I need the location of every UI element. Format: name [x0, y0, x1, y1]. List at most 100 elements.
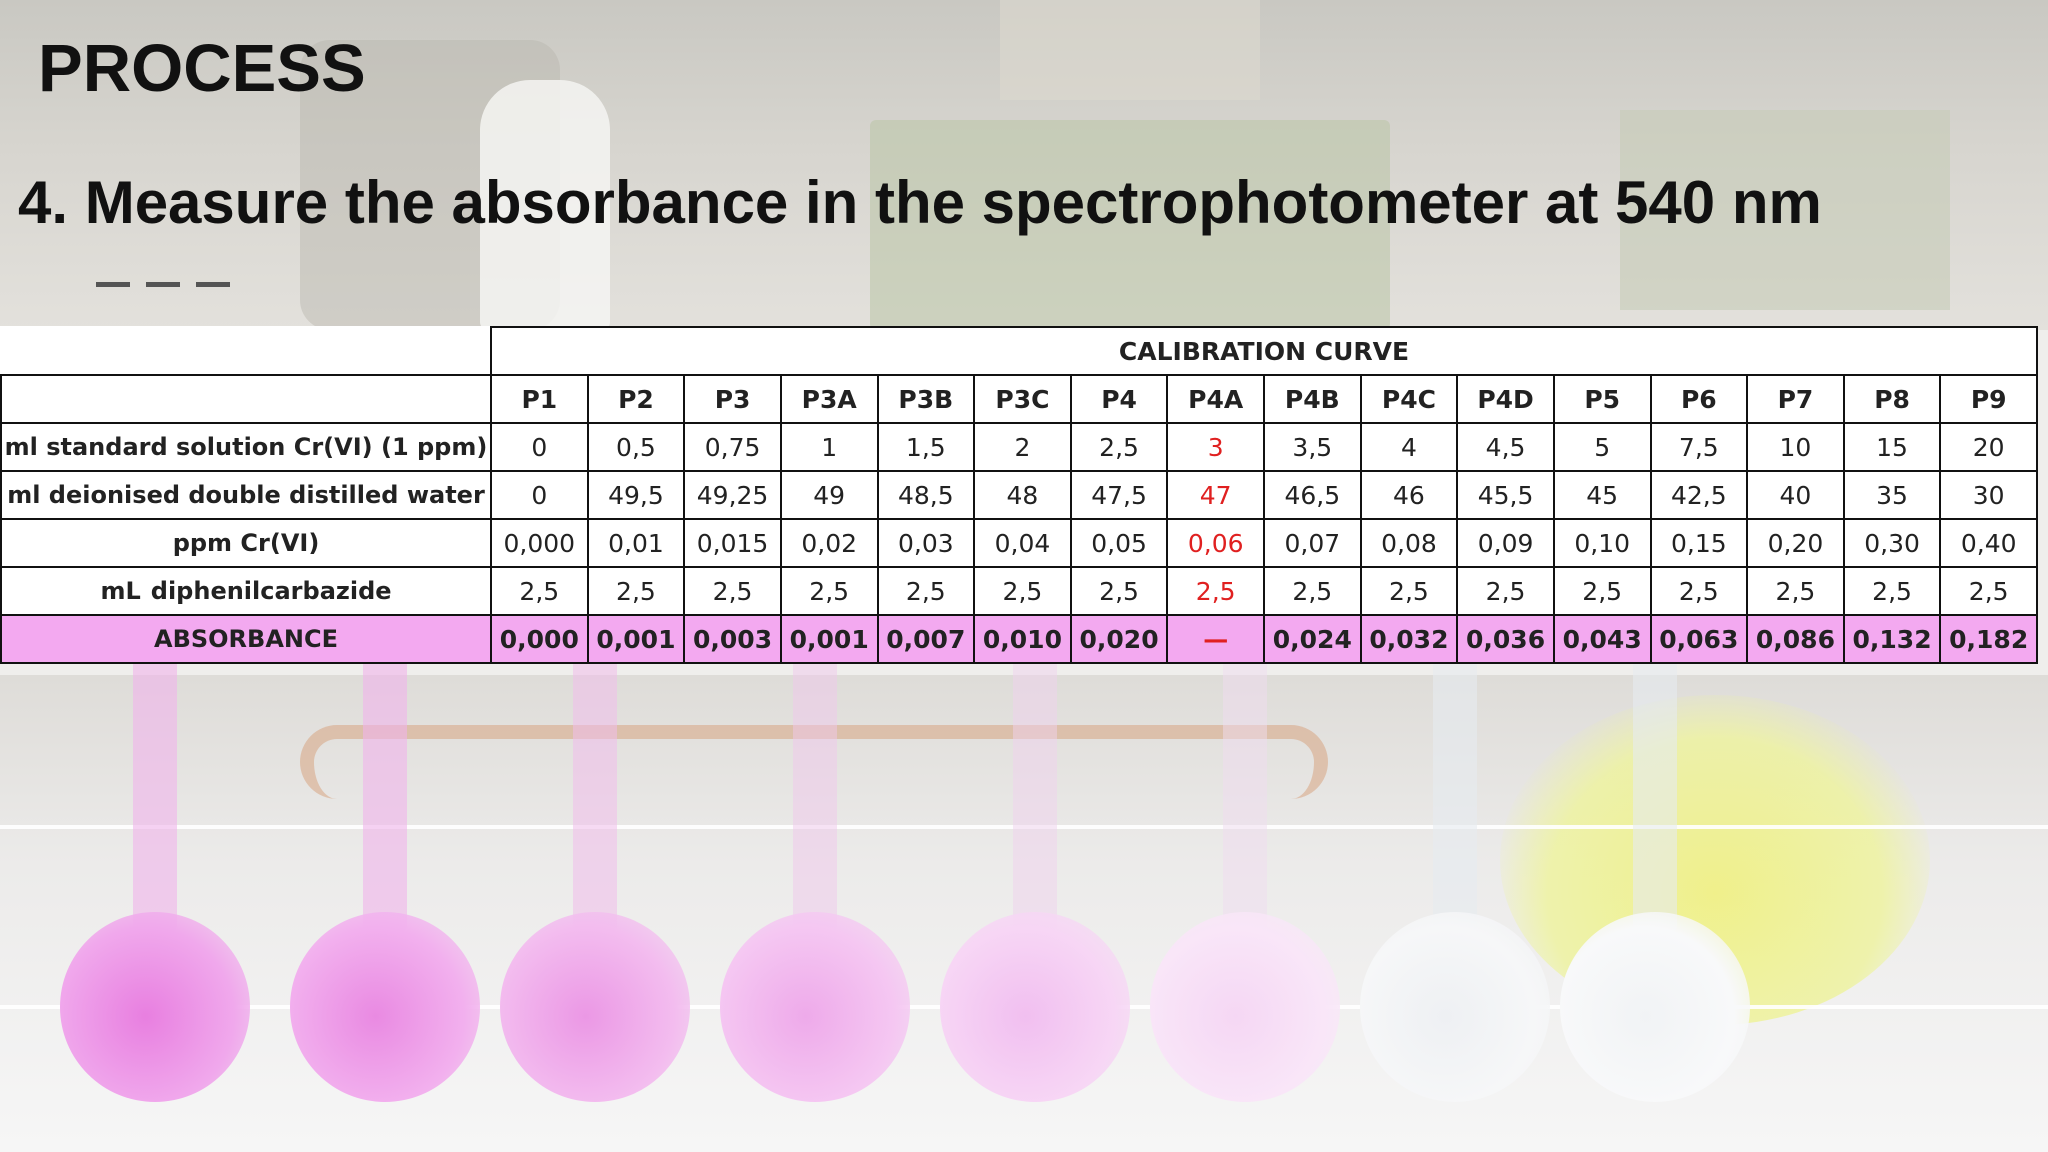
table-row: mL diphenilcarbazide 2,5 2,5 2,5 2,5 2,5 2,5 2,5… — [0, 566, 2038, 616]
table-cell: 0,5 — [586, 422, 686, 472]
row-label: ml standard solution Cr(VI) (1 ppm) — [0, 422, 492, 472]
table-cell: 0,010 — [973, 614, 1072, 664]
table-cell: 0,182 — [1939, 614, 2038, 664]
table-cell: 2,5 — [1359, 566, 1459, 616]
table-row: ml standard solution Cr(VI) (1 ppm) 0 0,5 0… — [0, 422, 2038, 472]
column-header: P9 — [1939, 374, 2038, 424]
unit-label: mL — [100, 577, 141, 605]
column-header: P3 — [683, 374, 782, 424]
calibration-table-container: CALIBRATION CURVE P1 P2 P3 P3A P3B P3C P4 P4A P4… — [0, 326, 2038, 664]
table-cell: 2,5 — [1746, 566, 1845, 616]
table-cell: 0 — [490, 422, 589, 472]
row-label-text: ml standard solution Cr(VI) (1 ppm) — [4, 433, 488, 461]
column-header-row: P1 P2 P3 P3A P3B P3C P4 P4A P4B P4C P4D P5 P6 P7 P8 P9 — [0, 374, 2038, 424]
table-cell: 0,40 — [1939, 518, 2038, 568]
table-cell: 0,15 — [1649, 518, 1749, 568]
table-cell: 2,5 — [683, 566, 782, 616]
table-cell: 0,04 — [973, 518, 1072, 568]
table-cell: 49,25 — [683, 470, 782, 520]
table-cell: 0,02 — [779, 518, 879, 568]
table-cell: 2 — [973, 422, 1072, 472]
table-cell: 0,020 — [1069, 614, 1169, 664]
table-cell: 35 — [1842, 470, 1942, 520]
table-cell: 2,5 — [1456, 566, 1555, 616]
column-header: P6 — [1649, 374, 1749, 424]
table-row: ppm Cr(VI) 0,000 0,01 0,015 0,02 0,03 0,04 0,05… — [0, 518, 2038, 568]
table-cell: 0,10 — [1552, 518, 1652, 568]
table-cell: 0,07 — [1263, 518, 1362, 568]
row-label-text: ml deionised double distilled water — [7, 481, 485, 509]
table-cell: 46 — [1359, 470, 1459, 520]
table-cell: 0,06 — [1166, 518, 1265, 568]
table-cell: 0,043 — [1552, 614, 1652, 664]
table-cell: 5 — [1552, 422, 1652, 472]
table-cell: 4,5 — [1456, 422, 1555, 472]
column-header: P3A — [779, 374, 879, 424]
table-cell: 47 — [1166, 470, 1265, 520]
table-cell: 10 — [1746, 422, 1845, 472]
table-cell: 0,032 — [1359, 614, 1459, 664]
flasks-photo — [0, 652, 2048, 1152]
table-cell: 46,5 — [1263, 470, 1362, 520]
row-label-text: ABSORBANCE — [154, 625, 338, 653]
column-header: P3C — [973, 374, 1072, 424]
table-cell: 2,5 — [973, 566, 1072, 616]
table-cell: 2,5 — [1842, 566, 1942, 616]
table-cell: 0,000 — [490, 518, 589, 568]
column-header: P7 — [1746, 374, 1845, 424]
table-cell: 45 — [1552, 470, 1652, 520]
table-cell: 2,5 — [779, 566, 879, 616]
table-cell: 2,5 — [1939, 566, 2038, 616]
table-cell: 2,5 — [876, 566, 976, 616]
table-cell: 0,01 — [586, 518, 686, 568]
table-cell: 49 — [779, 470, 879, 520]
lab-bench-photo — [0, 0, 2048, 330]
row-label: ppm Cr(VI) — [0, 518, 492, 568]
table-cell: 3 — [1166, 422, 1265, 472]
column-header: P2 — [586, 374, 686, 424]
table-row: ABSORBANCE 0,000 0,001 0,003 0,001 0,007 0,010… — [0, 614, 2038, 664]
table-cell: 30 — [1939, 470, 2038, 520]
table-cell: 0,024 — [1263, 614, 1362, 664]
column-header: P1 — [490, 374, 589, 424]
row-label: ABSORBANCE — [0, 614, 492, 664]
column-header: P4 — [1069, 374, 1169, 424]
column-header: P4B — [1263, 374, 1362, 424]
table-cell: 0,015 — [683, 518, 782, 568]
column-header: P4C — [1359, 374, 1459, 424]
table-cell: 0,086 — [1746, 614, 1845, 664]
table-cell: 0,001 — [779, 614, 879, 664]
table-row: ml deionised double distilled water 0 49,5… — [0, 470, 2038, 520]
table-cell: 0,007 — [876, 614, 976, 664]
page-title: PROCESS — [38, 31, 366, 106]
table-cell: 0,30 — [1842, 518, 1942, 568]
column-header: P8 — [1842, 374, 1942, 424]
column-header: P3B — [876, 374, 976, 424]
header-corner-cell — [0, 374, 492, 424]
table-cell: 0,05 — [1069, 518, 1169, 568]
table-cell: 0,09 — [1456, 518, 1555, 568]
column-header: P4D — [1456, 374, 1555, 424]
table-cell: 0 — [490, 470, 589, 520]
table-cell: 45,5 — [1456, 470, 1555, 520]
table-cell: 2,5 — [1069, 422, 1169, 472]
table-cell: 0,08 — [1359, 518, 1459, 568]
table-cell: 0,000 — [490, 614, 589, 664]
table-cell: 49,5 — [586, 470, 686, 520]
table-cell: 0,036 — [1456, 614, 1555, 664]
table-cell: 0,063 — [1649, 614, 1749, 664]
table-cell: 0,75 — [683, 422, 782, 472]
row-label: mL diphenilcarbazide — [0, 566, 492, 616]
table-cell: 15 — [1842, 422, 1942, 472]
column-header: P5 — [1552, 374, 1652, 424]
corner-cell — [0, 326, 492, 376]
table-cell: — — [1166, 614, 1265, 664]
table-cell: 4 — [1359, 422, 1459, 472]
table-cell: 3,5 — [1263, 422, 1362, 472]
caption-row: CALIBRATION CURVE — [0, 326, 2038, 376]
table-caption: CALIBRATION CURVE — [490, 326, 2038, 376]
table-cell: 47,5 — [1069, 470, 1169, 520]
table-cell: 0,03 — [876, 518, 976, 568]
table-cell: 2,5 — [1069, 566, 1169, 616]
